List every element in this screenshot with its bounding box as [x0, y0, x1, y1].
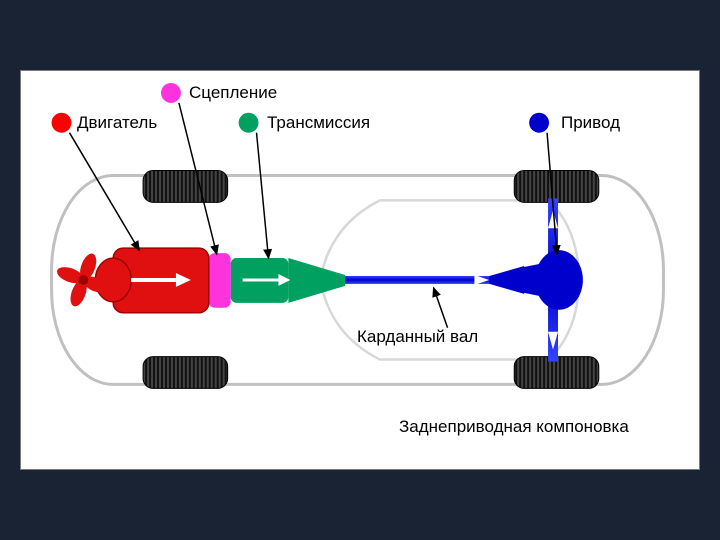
label-clutch: Сцепление	[189, 83, 277, 103]
wheel-rear-top	[514, 171, 599, 203]
legend-dot-clutch	[161, 83, 181, 103]
label-propshaft: Карданный вал	[357, 327, 478, 347]
label-drive: Привод	[561, 113, 620, 133]
diagram-frame: Двигатель Сцепление Трансмиссия Привод К…	[20, 70, 700, 470]
label-transmission: Трансмиссия	[267, 113, 370, 133]
shaft-cone-rear	[489, 266, 524, 294]
legend-dot-drive	[529, 113, 549, 133]
differential	[519, 250, 583, 310]
wheel-front-bottom	[143, 357, 228, 389]
clutch	[209, 253, 231, 308]
legend-dot-transmission	[239, 113, 259, 133]
diagram-title: Заднеприводная компоновка	[399, 417, 629, 437]
legend-dot-engine	[52, 113, 72, 133]
wheel-front-top	[143, 171, 228, 203]
label-engine: Двигатель	[77, 113, 157, 133]
